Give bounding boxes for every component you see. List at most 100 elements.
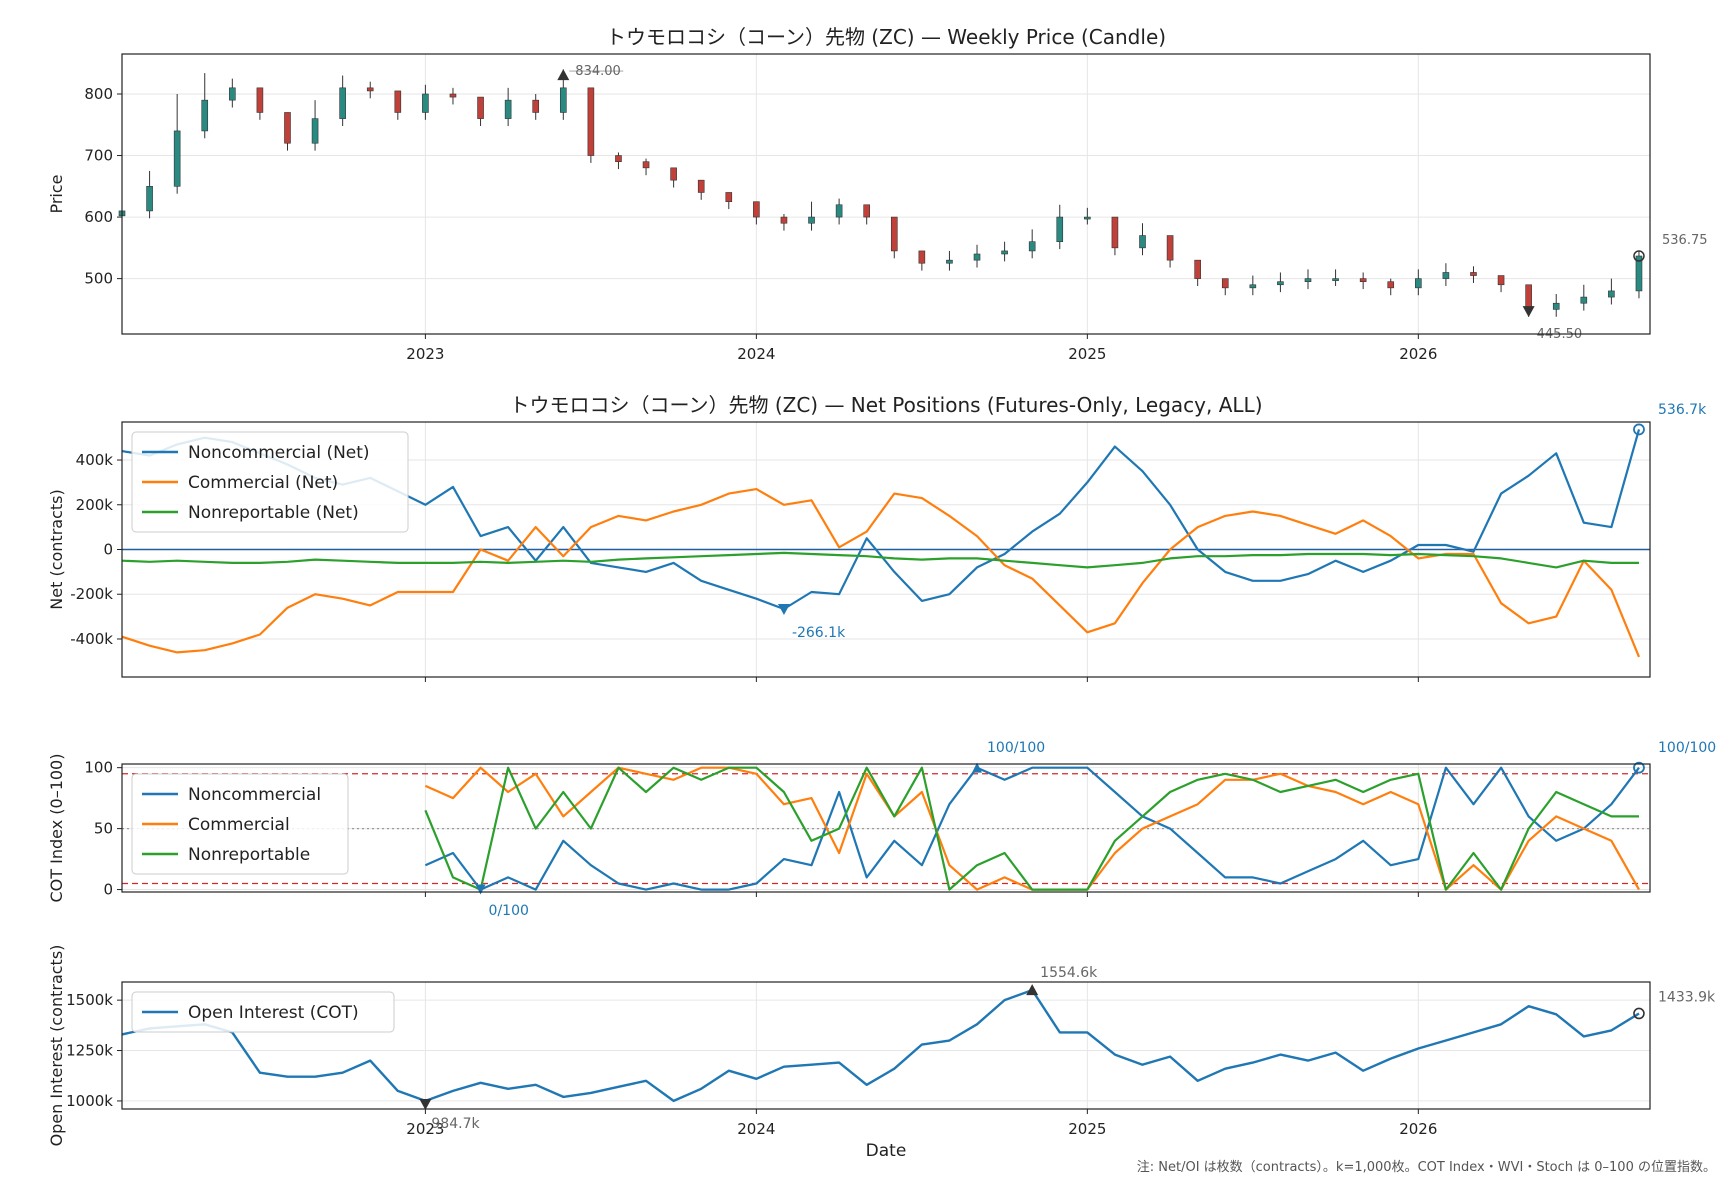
y-tick-label: 400k xyxy=(76,451,114,469)
candle-body xyxy=(1552,302,1560,310)
candle-body xyxy=(946,259,953,264)
candle-body xyxy=(504,99,512,119)
footnote: 注: Net/OI は枚数（contracts）。k=1,000枚。COT In… xyxy=(1136,1160,1716,1175)
candle-body xyxy=(1139,235,1146,249)
y-tick-label: 600 xyxy=(84,208,113,226)
last-marker xyxy=(1633,761,1645,774)
plot-area xyxy=(122,54,1650,334)
series-line xyxy=(121,988,1640,1103)
candle-body xyxy=(1387,281,1395,289)
candle-body xyxy=(725,192,733,202)
candle-body xyxy=(1635,255,1643,292)
x-tick-label: 2023 xyxy=(406,345,444,363)
legend-box xyxy=(131,431,409,533)
candle-body xyxy=(890,216,898,252)
legend-entry: Nonreportable (Net) xyxy=(188,503,359,523)
last-label: 100/100 xyxy=(1658,740,1716,756)
min-label: -266.1k xyxy=(792,625,846,641)
last-marker xyxy=(1633,1007,1645,1020)
min-marker xyxy=(475,884,486,895)
x-tick-label: 2026 xyxy=(1399,1120,1437,1138)
y-tick-label: 50 xyxy=(94,820,113,838)
candle-body xyxy=(1442,272,1450,279)
y-tick-label: -400k xyxy=(70,630,113,648)
legend-entry: Commercial (Net) xyxy=(188,473,338,493)
legend-entry: Noncommercial (Net) xyxy=(188,443,370,463)
last-label: 536.7k xyxy=(1658,402,1707,418)
y-axis-label: COT Index (0–100) xyxy=(47,754,66,903)
candle-body xyxy=(1111,216,1119,249)
candle-body xyxy=(1249,284,1257,289)
x-tick-label: 2024 xyxy=(737,1120,775,1138)
y-tick-label: 200k xyxy=(76,496,114,514)
candle-body xyxy=(422,93,429,113)
candle-body xyxy=(1028,241,1036,252)
y-tick-label: 0 xyxy=(103,541,113,559)
candle-body xyxy=(1608,290,1615,298)
series-line xyxy=(424,766,1639,891)
candle-body xyxy=(670,167,677,181)
candle-body xyxy=(311,118,319,144)
candle-body xyxy=(284,112,291,144)
y-axis-label: Net (contracts) xyxy=(47,489,66,609)
x-tick-label: 2025 xyxy=(1068,1120,1106,1138)
y-tick-label: 0 xyxy=(103,881,113,899)
legend-entry: Commercial xyxy=(188,815,290,835)
x-tick-label: 2024 xyxy=(737,345,775,363)
candle-body xyxy=(973,253,981,261)
candle-body xyxy=(1497,275,1505,286)
panel-oi: 1000k 1250k 1500k 2023 2024 2025 2026 Open Inte… xyxy=(47,945,1716,1161)
last-label: 536.75 xyxy=(1662,233,1708,248)
max-label: 100/100 xyxy=(987,740,1045,756)
candle-body xyxy=(1166,235,1174,261)
min-marker xyxy=(1522,306,1535,318)
candle-body xyxy=(587,87,595,156)
candle-body xyxy=(918,250,926,264)
candle-body xyxy=(1359,278,1367,282)
legend-box xyxy=(131,991,395,1033)
candle-body xyxy=(394,90,402,113)
max-marker xyxy=(1026,984,1039,996)
y-tick-label: 500 xyxy=(84,270,113,288)
candle-body xyxy=(173,130,181,187)
candle-body xyxy=(201,99,209,132)
chart-title: トウモロコシ（コーン）先物 (ZC) — Net Positions (Futu… xyxy=(509,393,1262,417)
max-marker xyxy=(557,69,570,81)
min-marker xyxy=(777,604,790,615)
legend-entry: Open Interest (COT) xyxy=(188,1003,359,1023)
candle-body xyxy=(559,87,567,113)
candle-body xyxy=(863,204,870,218)
candle-body xyxy=(1056,216,1064,242)
y-tick-label: 700 xyxy=(84,147,113,165)
y-tick-label: 1250k xyxy=(66,1042,113,1060)
max-marker xyxy=(972,762,983,773)
legend-entry: Noncommercial xyxy=(188,785,321,805)
plot-area xyxy=(122,764,1650,892)
min-label: 984.7k xyxy=(431,1116,480,1132)
candle-body xyxy=(366,87,374,92)
candle-body xyxy=(780,216,788,224)
candle-body xyxy=(1304,278,1312,282)
candle-body xyxy=(753,201,760,218)
candle-body xyxy=(615,155,622,162)
plot-frame xyxy=(121,53,1651,335)
candle-body xyxy=(146,186,153,212)
candle-body xyxy=(532,99,540,113)
series-line xyxy=(121,551,1639,569)
last-label: 1433.9k xyxy=(1658,989,1716,1005)
candle-body xyxy=(1194,259,1201,279)
candle-body xyxy=(1580,296,1588,304)
y-tick-label: 100 xyxy=(84,759,113,777)
plot-frame xyxy=(121,421,1651,678)
max-label: 1554.6k xyxy=(1040,965,1098,981)
legend-box xyxy=(131,773,349,875)
candle-body xyxy=(1001,250,1008,255)
x-tick-label: 2023 xyxy=(406,1120,444,1138)
candle-body xyxy=(1277,281,1284,286)
max-label: 834.00 xyxy=(575,64,621,79)
series-line xyxy=(121,488,1641,658)
candle-body xyxy=(477,96,484,119)
y-tick-label: -200k xyxy=(70,585,113,603)
candle-body xyxy=(697,179,705,193)
candle-body xyxy=(256,87,264,113)
